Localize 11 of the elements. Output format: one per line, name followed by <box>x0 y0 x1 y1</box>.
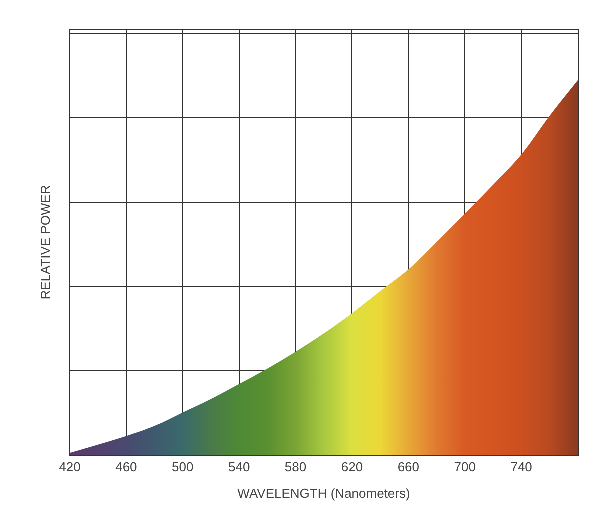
x-tick-label: 420 <box>59 460 81 475</box>
x-tick-label: 460 <box>116 460 138 475</box>
x-tick-label: 740 <box>510 460 532 475</box>
x-tick-label: 660 <box>398 460 420 475</box>
x-tick-label: 700 <box>454 460 476 475</box>
y-axis-title: RELATIVE POWER <box>38 185 53 300</box>
x-tick-label: 580 <box>284 460 307 475</box>
x-tick-label: 620 <box>341 460 364 475</box>
x-tick-label: 540 <box>228 460 250 475</box>
x-tick-label: 500 <box>172 460 194 475</box>
x-axis-title: WAVELENGTH (Nanometers) <box>238 486 410 502</box>
